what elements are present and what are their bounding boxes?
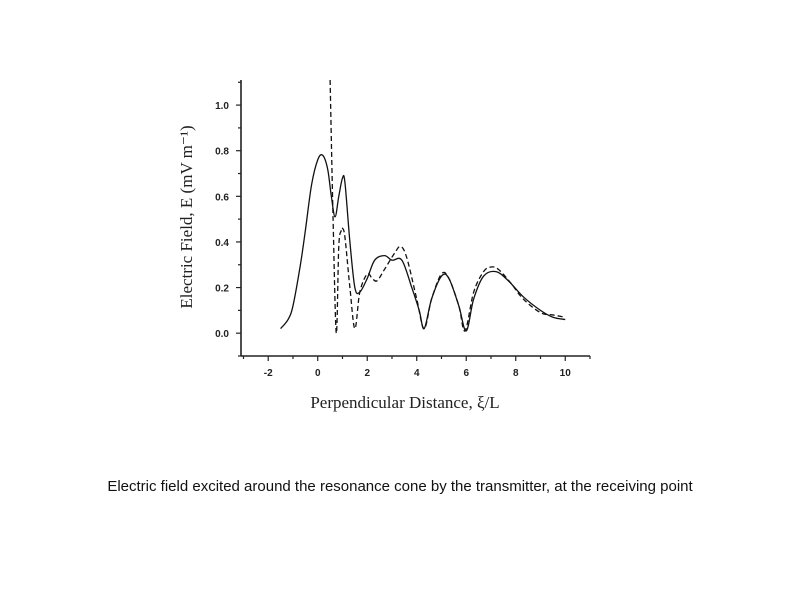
tick-labels: -2 0 2 4 6 8 10 0.0 0.2 0.4 0.6 0.8 1.0	[215, 101, 571, 379]
y-axis-title: Electric Field, E (mV m⁻¹)	[177, 125, 196, 308]
x-tick-label: 10	[560, 368, 572, 379]
x-tick-label: 0	[315, 368, 321, 379]
y-tick-label: 0.2	[215, 284, 229, 295]
y-tick-label: 0.6	[215, 192, 229, 203]
y-tick-label: 0.0	[215, 329, 229, 340]
y-tick-label: 0.4	[215, 238, 229, 249]
x-tick-label: 6	[463, 368, 469, 379]
x-tick-label: -2	[264, 368, 273, 379]
x-tick-label: 2	[364, 368, 370, 379]
x-tick-label: 8	[513, 368, 519, 379]
series-solid-line	[280, 154, 566, 332]
axes	[236, 80, 591, 361]
x-axis-title: Perpendicular Distance, ξ/L	[310, 393, 499, 412]
y-tick-label: 1.0	[215, 101, 229, 112]
y-tick-label: 0.8	[215, 147, 229, 158]
figure-caption: Electric field excited around the resona…	[107, 478, 693, 495]
series-dashed-line	[329, 79, 566, 334]
series-group	[280, 79, 566, 334]
x-tick-label: 4	[414, 368, 420, 379]
